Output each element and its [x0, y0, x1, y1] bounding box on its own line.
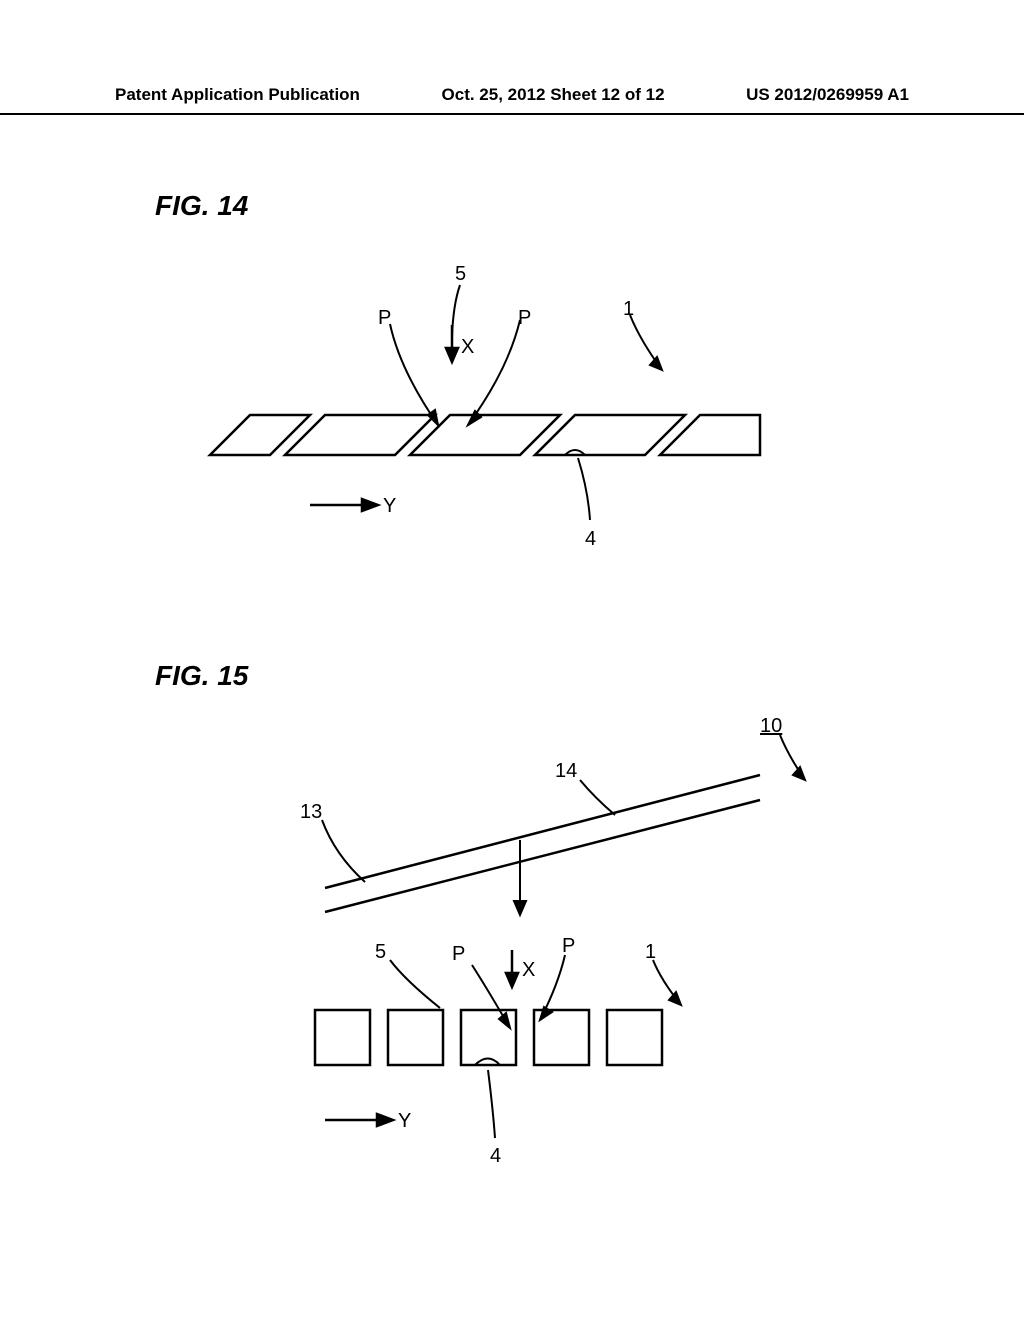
fig15-ref-4: 4	[490, 1145, 501, 1167]
fig15-ref-1: 1	[645, 941, 656, 963]
fig14-ref-5: 5	[455, 263, 466, 285]
fig14-label: FIG. 14	[155, 190, 248, 222]
fig15-ref-5: 5	[375, 941, 386, 963]
fig14-ref-1: 1	[623, 298, 634, 320]
header-left: Patent Application Publication	[115, 85, 360, 105]
fig15-ref-P-left: P	[452, 943, 465, 965]
fig14-svg: 5 P P 1 X Y 4	[260, 280, 760, 600]
fig15-ref-10: 10	[760, 715, 782, 737]
fig15-ref-Y: Y	[398, 1110, 411, 1132]
fig15-svg: 10 13 14 5 P P 1 X Y 4	[240, 720, 840, 1220]
header-center: Oct. 25, 2012 Sheet 12 of 12	[442, 85, 665, 105]
fig14-diagram: 5 P P 1 X Y 4	[260, 280, 760, 600]
patent-header: Patent Application Publication Oct. 25, …	[0, 85, 1024, 115]
fig14-ref-4: 4	[585, 528, 596, 550]
fig15-ref-X: X	[522, 959, 535, 981]
fig15-ref-13: 13	[300, 801, 322, 823]
fig15-label: FIG. 15	[155, 660, 248, 692]
header-right: US 2012/0269959 A1	[746, 85, 909, 105]
fig15-ref-14: 14	[555, 760, 577, 782]
fig14-ref-X: X	[461, 336, 474, 358]
fig15-ref-P-right: P	[562, 935, 575, 957]
fig15-diagram: 10 13 14 5 P P 1 X Y 4	[240, 720, 840, 1220]
fig14-ref-P-left: P	[378, 307, 391, 329]
fig14-ref-P-right: P	[518, 307, 531, 329]
fig14-ref-Y: Y	[383, 495, 396, 517]
